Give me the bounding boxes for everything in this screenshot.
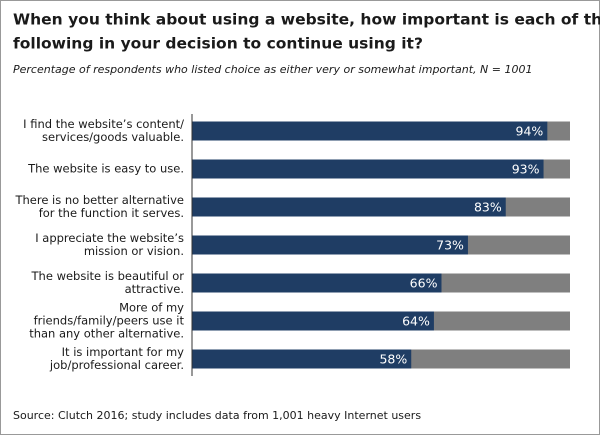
value-label: 58% (379, 352, 407, 367)
bar (192, 197, 506, 217)
source: Source: Clutch 2016; study includes data… (13, 409, 421, 422)
bar (192, 349, 412, 369)
value-label: 94% (516, 124, 544, 139)
category-label: services/goods valuable. (42, 130, 184, 144)
category-label: The website is easy to use. (27, 162, 184, 176)
category-label: mission or vision. (84, 244, 184, 258)
category-label: There is no better alternative (14, 193, 184, 207)
chart-title: When you think about using a website, ho… (13, 11, 600, 29)
bar (192, 311, 434, 331)
category-label: friends/family/peers use it (34, 314, 185, 328)
category-label: attractive. (125, 282, 184, 296)
category-label: I appreciate the website’s (35, 231, 184, 245)
bar (192, 273, 442, 293)
category-label: It is important for my (62, 345, 185, 359)
category-label: I find the website’s content/ (23, 117, 184, 131)
category-label: job/professional career. (49, 358, 184, 372)
category-label: for the function it serves. (39, 206, 184, 220)
bar (192, 159, 544, 179)
value-label: 83% (474, 200, 502, 215)
bar (192, 121, 548, 141)
value-label: 64% (402, 314, 430, 329)
category-label: More of my (119, 301, 184, 315)
chart-subtitle: Percentage of respondents who listed cho… (13, 63, 532, 76)
category-label: The website is beautiful or (31, 269, 185, 283)
chart-title: following in your decision to continue u… (13, 35, 423, 53)
category-label: than any other alternative. (29, 327, 184, 341)
bar (192, 235, 468, 255)
value-label: 93% (512, 162, 540, 177)
value-label: 73% (436, 238, 464, 253)
value-label: 66% (410, 276, 438, 291)
